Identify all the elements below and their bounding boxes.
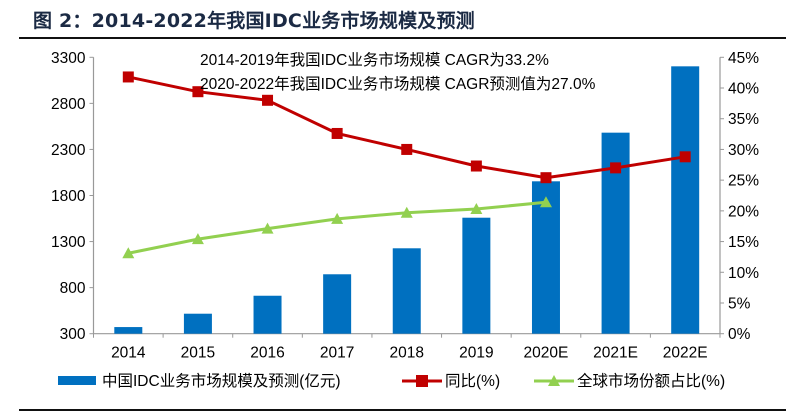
- x-tick-label: 2014: [111, 345, 146, 362]
- y-left-tick-label: 1800: [51, 188, 86, 205]
- marker-yoy-2017: [331, 127, 343, 139]
- x-tick-label: 2015: [181, 345, 215, 362]
- x-tick-label: 2019: [459, 345, 493, 362]
- y-right-tick-label: 10%: [728, 265, 759, 282]
- marker-share-2017: [331, 212, 344, 224]
- marker-yoy-2015: [192, 86, 204, 98]
- y-right-tick-label: 25%: [728, 173, 759, 190]
- marker-yoy-2019: [470, 160, 482, 172]
- legend-swatch-bar: [58, 376, 96, 385]
- bars: [114, 66, 700, 334]
- marker-yoy-2016: [262, 94, 274, 106]
- marker-share-2020E: [539, 196, 552, 208]
- x-tick-label: 2016: [250, 345, 284, 362]
- title-divider: [19, 37, 786, 39]
- x-tick-label: 2018: [390, 345, 424, 362]
- bar-2015: [183, 313, 212, 334]
- legend: 中国IDC业务市场规模及预测(亿元) 同比(%) 全球市场份额占比(%): [58, 372, 725, 390]
- y-right-tick-label: 20%: [728, 203, 759, 220]
- y-left-tick-label: 2300: [51, 142, 86, 159]
- legend-label-bar: 中国IDC业务市场规模及预测(亿元): [102, 372, 341, 390]
- legend-label-share: 全球市场份额占比(%): [577, 372, 725, 390]
- x-tick-label: 2022E: [663, 345, 708, 362]
- marker-yoy-2022E: [679, 151, 691, 163]
- annotation-cagr-2014-2019: 2014-2019年我国IDC业务市场规模 CAGR为33.2%: [200, 51, 549, 69]
- marker-yoy-2014: [122, 71, 134, 83]
- bar-2017: [323, 274, 352, 334]
- bar-2018: [392, 248, 421, 334]
- y-left-tick-label: 1300: [51, 234, 86, 251]
- marker-yoy-2020E: [540, 172, 552, 184]
- legend-label-yoy: 同比(%): [445, 372, 500, 390]
- y-left-tick-label: 800: [60, 280, 86, 297]
- annotations: 2014-2019年我国IDC业务市场规模 CAGR为33.2% 2020-20…: [200, 51, 596, 93]
- y-right-tick-label: 0%: [728, 326, 751, 343]
- y-right-tick-label: 35%: [728, 111, 759, 128]
- bottom-divider: [19, 409, 786, 411]
- marker-yoy-2021E: [610, 162, 622, 174]
- annotation-cagr-2020-2022: 2020-2022年我国IDC业务市场规模 CAGR预测值为27.0%: [200, 75, 596, 93]
- y-left-tick-label: 2800: [51, 96, 86, 113]
- lines: [122, 71, 691, 259]
- y-right-tick-label: 15%: [728, 234, 759, 251]
- bar-2014: [114, 327, 143, 334]
- marker-share-2016: [261, 222, 274, 234]
- y-left-tick-label: 3300: [51, 50, 86, 67]
- x-tick-label: 2020E: [524, 345, 569, 362]
- bar-2022E: [671, 66, 700, 334]
- bar-2016: [253, 295, 282, 334]
- x-tick-label: 2021E: [593, 345, 638, 362]
- marker-share-2019: [470, 203, 483, 215]
- chart-title: 图 2：2014-2022年我国IDC业务市场规模及预测: [33, 10, 475, 32]
- y-right-tick-label: 45%: [728, 50, 759, 67]
- x-tick-label: 2017: [320, 345, 354, 362]
- marker-yoy-2018: [401, 143, 413, 155]
- marker-share-2015: [191, 233, 204, 245]
- legend-marker-yoy: [416, 375, 428, 387]
- y-right-tick-label: 30%: [728, 142, 759, 159]
- y-right-tick-label: 5%: [728, 295, 751, 312]
- marker-share-2014: [122, 247, 135, 259]
- bar-2019: [462, 217, 491, 334]
- y-right-tick-label: 40%: [728, 81, 759, 98]
- legend-marker-share: [548, 375, 560, 386]
- y-left-tick-label: 300: [60, 326, 86, 343]
- marker-share-2018: [400, 206, 413, 218]
